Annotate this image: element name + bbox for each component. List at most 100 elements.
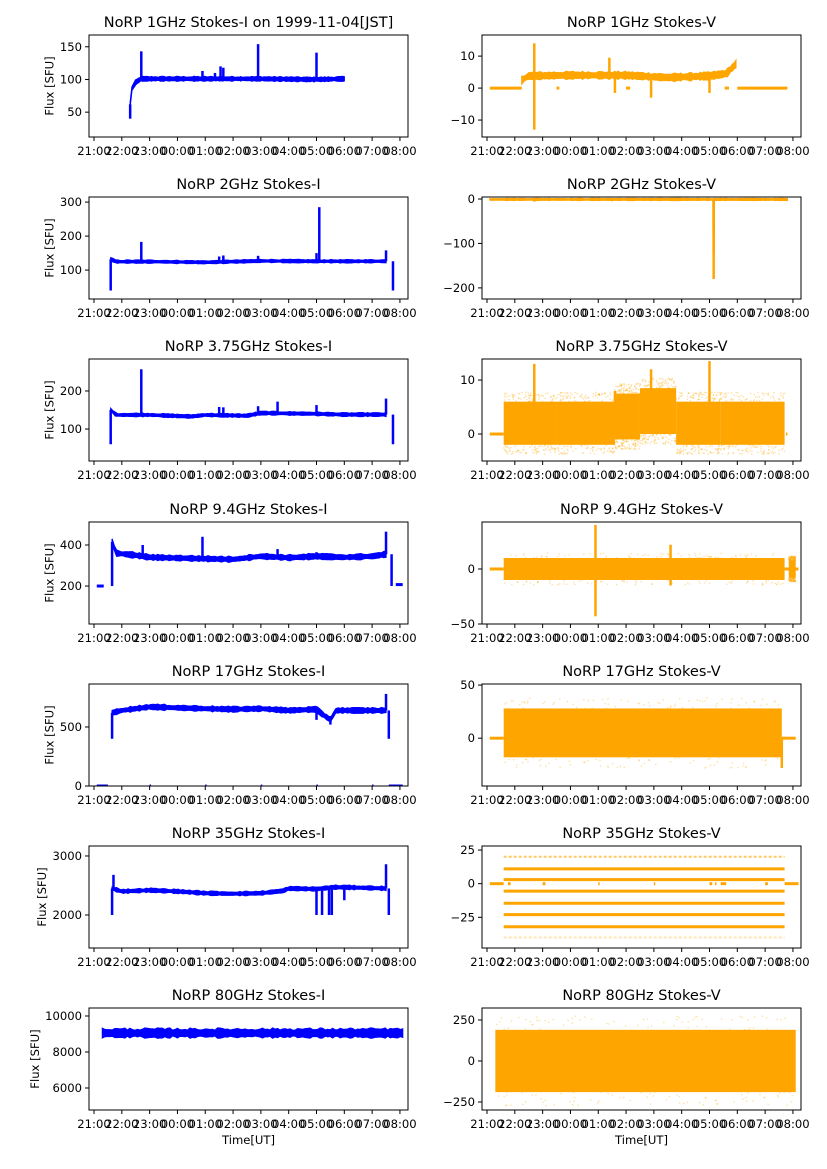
panel-title: NoRP 1GHz Stokes-V — [567, 15, 716, 31]
data-point — [665, 380, 668, 383]
panel-title: NoRP 9.4GHz Stokes-I — [169, 502, 327, 518]
data-point — [724, 396, 726, 399]
data-point — [793, 557, 796, 559]
data-point — [591, 583, 593, 585]
data-point — [504, 1104, 507, 1107]
data-point — [747, 1092, 750, 1094]
data-point — [566, 448, 568, 450]
data-point — [595, 758, 598, 761]
data-point — [691, 447, 694, 450]
data-point — [583, 761, 585, 763]
data-point — [794, 558, 796, 561]
data-point — [668, 433, 671, 436]
data-point — [723, 448, 726, 451]
data-point — [753, 1016, 756, 1018]
data-point — [557, 450, 560, 452]
data-point — [544, 444, 546, 447]
x-tick-label: 07:00 — [355, 468, 388, 482]
data-point — [654, 436, 656, 439]
x-tick-label: 00:00 — [554, 955, 587, 969]
x-tick-label: 01:00 — [582, 306, 615, 320]
data-point — [640, 1091, 642, 1094]
data-point — [656, 556, 658, 558]
data-point — [557, 446, 560, 449]
data-point — [529, 581, 532, 584]
data-point — [641, 378, 644, 381]
data-point — [605, 396, 608, 398]
data-point — [529, 395, 532, 397]
data-point — [511, 583, 513, 586]
data-point — [542, 395, 545, 397]
x-tick-label: 08:00 — [383, 306, 416, 320]
x-tick-label: 01:00 — [582, 631, 615, 645]
data-point — [622, 392, 625, 395]
data-point — [729, 399, 732, 401]
data-point — [774, 582, 776, 585]
data-point — [634, 445, 637, 447]
data-point — [674, 439, 677, 442]
data-point — [524, 701, 526, 704]
data-point — [638, 448, 640, 450]
data-point — [675, 398, 678, 401]
data-point — [794, 580, 797, 582]
axes-frame — [88, 196, 409, 300]
data-point — [706, 399, 709, 402]
data-point — [718, 399, 721, 402]
data-point — [535, 393, 538, 396]
data-point — [636, 391, 638, 394]
data-point — [686, 444, 688, 447]
data-point — [678, 697, 681, 700]
x-tick-label: 01:00 — [189, 631, 222, 645]
data-point — [731, 762, 733, 764]
data-point — [611, 447, 614, 450]
x-tick-label: 21:00 — [77, 955, 110, 969]
data-point — [572, 703, 575, 706]
x-tick-label: 06:00 — [721, 1117, 754, 1131]
x-tick-label: 21:00 — [470, 306, 503, 320]
data-point — [715, 448, 718, 450]
data-point — [794, 577, 796, 579]
data-point — [620, 445, 623, 447]
data-point — [539, 395, 541, 397]
data-point — [547, 392, 549, 394]
data-point — [630, 384, 633, 386]
data-point — [782, 395, 784, 397]
data-point — [544, 1104, 547, 1107]
data-point — [531, 449, 534, 451]
data-point — [746, 398, 748, 400]
x-tick-label: 23:00 — [526, 955, 559, 969]
data-point — [712, 452, 715, 454]
data-point — [551, 583, 553, 586]
data-point — [670, 443, 672, 445]
data-point — [774, 446, 777, 448]
data-point — [665, 436, 667, 439]
x-tick-label: 23:00 — [526, 793, 559, 807]
data-point — [635, 438, 638, 441]
data-point — [525, 391, 527, 393]
data-point — [665, 1099, 668, 1101]
data-point — [512, 450, 514, 453]
data-point — [723, 448, 725, 450]
data-point — [746, 580, 749, 583]
data-point — [788, 579, 790, 581]
data-point — [647, 383, 650, 386]
data-point — [713, 391, 716, 394]
data-point — [790, 558, 793, 561]
data-point — [772, 395, 774, 397]
data-point — [506, 1091, 508, 1093]
data-point — [753, 446, 755, 449]
data-point — [667, 438, 670, 441]
data-point — [791, 578, 794, 581]
data-point — [620, 442, 622, 444]
data-point — [720, 447, 722, 450]
data-point — [598, 393, 600, 395]
data-point — [626, 389, 629, 391]
x-tick-label: 00:00 — [554, 144, 587, 158]
data-point — [750, 553, 753, 555]
data-point — [790, 558, 793, 561]
data-point — [601, 580, 603, 583]
data-point — [535, 448, 537, 450]
data-noise-block — [503, 557, 785, 580]
data-point — [634, 579, 637, 582]
data-point — [742, 396, 745, 398]
